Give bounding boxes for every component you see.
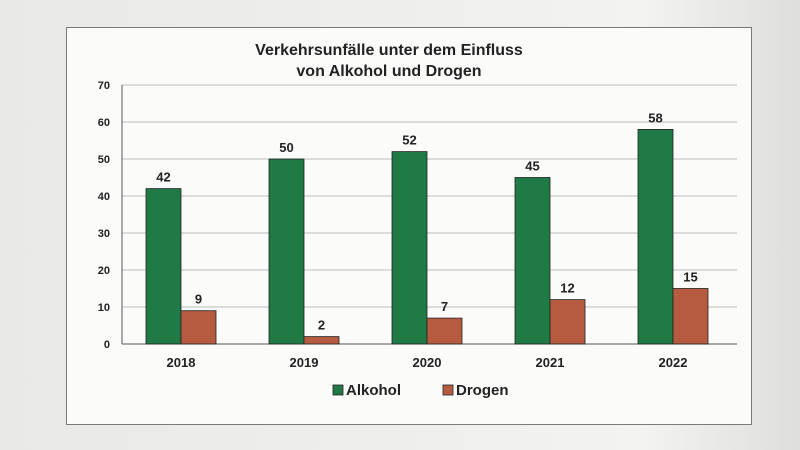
bar — [549, 299, 586, 345]
bar — [303, 336, 340, 345]
bars — [145, 129, 709, 345]
data-label: 15 — [683, 270, 697, 285]
data-label: 9 — [195, 292, 202, 307]
bar — [145, 188, 182, 345]
data-label: 42 — [156, 170, 170, 185]
x-tick-label: 2022 — [659, 355, 688, 370]
y-tick-label: 0 — [104, 339, 110, 351]
y-axis: 0 10 20 30 40 50 60 70 — [98, 80, 123, 351]
bar — [672, 288, 709, 345]
y-tick-label: 70 — [98, 80, 110, 92]
data-label: 2 — [318, 318, 325, 333]
legend-swatch — [332, 384, 344, 396]
x-tick-label: 2020 — [413, 355, 442, 370]
x-tick-label: 2021 — [536, 355, 565, 370]
legend: Alkohol Drogen — [332, 382, 509, 399]
bar — [514, 177, 551, 345]
chart-title-line-1: Verkehrsunfälle unter dem Einfluss — [255, 42, 523, 59]
data-label: 7 — [441, 299, 448, 314]
chart-title-line-2: von Alkohol und Drogen — [296, 63, 481, 80]
data-label: 58 — [648, 110, 662, 125]
legend-label: Alkohol — [346, 382, 401, 399]
y-tick-label: 20 — [98, 265, 110, 277]
y-tick-label: 50 — [98, 154, 110, 166]
x-tick-label: 2019 — [290, 355, 319, 370]
y-tick-label: 60 — [98, 117, 110, 129]
bar — [426, 317, 463, 345]
bar — [391, 151, 428, 345]
legend-label: Drogen — [456, 382, 509, 399]
bar — [180, 310, 217, 345]
data-label: 52 — [402, 133, 416, 148]
chart: Verkehrsunfälle unter dem Einfluss von A… — [98, 42, 737, 399]
legend-swatch — [442, 384, 454, 396]
data-label: 12 — [560, 281, 574, 296]
x-axis: 2018 2019 2020 2021 2022 — [167, 355, 688, 370]
data-labels: 42 9 50 2 52 7 45 12 58 15 — [156, 110, 697, 332]
gridlines — [122, 84, 737, 345]
y-tick-label: 40 — [98, 191, 110, 203]
data-label: 50 — [279, 140, 293, 155]
y-tick-label: 30 — [98, 228, 110, 240]
bar — [637, 129, 674, 345]
x-tick-label: 2018 — [167, 355, 196, 370]
data-label: 45 — [525, 159, 539, 174]
y-tick-label: 10 — [98, 302, 110, 314]
chart-frame: Verkehrsunfälle unter dem Einfluss von A… — [66, 27, 752, 425]
bar — [268, 158, 305, 345]
